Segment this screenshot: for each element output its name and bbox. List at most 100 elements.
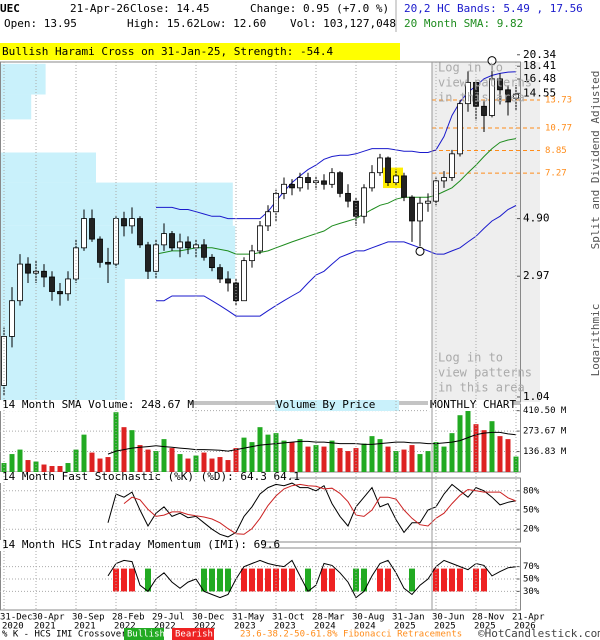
volume-bar: [369, 436, 375, 472]
candle-body: [281, 183, 287, 194]
candle-body: [241, 260, 247, 302]
candle-body: [17, 263, 23, 302]
x-tick-year: 2026: [514, 622, 536, 632]
fibonacci-label: 8.85: [545, 146, 567, 156]
candle-body: [441, 177, 447, 182]
stochastic-line: [107, 482, 517, 538]
x-tick-year: 2022: [194, 622, 216, 632]
candle-body: [401, 175, 407, 198]
low: Low: 12.60: [200, 17, 266, 30]
candle-body: [41, 270, 47, 278]
title-bg: [275, 400, 399, 411]
volume-bar: [25, 460, 31, 472]
candle-body: [289, 183, 295, 189]
momentum-signal-bar: [473, 568, 479, 592]
candle-body: [177, 241, 183, 249]
momentum-signal-bar: [305, 568, 311, 592]
candle-body: [265, 211, 271, 227]
momentum-signal-bar: [481, 568, 487, 592]
volume-bar: [137, 445, 143, 472]
volume-bar: [377, 439, 383, 472]
candle-body: [9, 300, 15, 337]
momentum-signal-bar: [217, 568, 223, 592]
y-tick-label: 20.34: [523, 48, 556, 61]
candle-body: [473, 81, 479, 107]
volume-bar: [17, 449, 23, 472]
candle-body: [161, 233, 167, 246]
x-tick-year: 2025: [394, 622, 416, 632]
candle-body: [425, 200, 431, 204]
momentum-signal-bar: [241, 568, 247, 592]
plot-layer: 13.73 10.77 8.85 7.27 1.04 2.97 4.90 14.5516.48…: [0, 48, 572, 632]
x-tick-label: 28-Feb: [112, 613, 145, 623]
volume-info: Vol: 103,127,048: [290, 17, 396, 30]
candle-body: [89, 218, 95, 240]
candle-body: [169, 233, 175, 249]
main-frame: [0, 61, 521, 403]
panel-title: 14 Month SMA Volume: 248.67 M: [2, 398, 194, 411]
candle-body: [201, 244, 207, 258]
x-tick-year: 2022: [114, 622, 136, 632]
y-tick-label: 80%: [523, 486, 540, 496]
volume-bar: [433, 442, 439, 472]
sma-line: [155, 138, 517, 255]
x-tick-label: 30-Dec: [192, 613, 225, 623]
candle-body: [329, 172, 335, 185]
candle-body: [417, 202, 423, 222]
volume-bar: [41, 464, 47, 472]
volume-bar: [89, 452, 95, 472]
stochastic-line: [123, 483, 517, 535]
title-bg: [428, 400, 512, 411]
x-tick-year: 2024: [354, 622, 376, 632]
candle-body: [305, 177, 311, 183]
candle-body: [193, 244, 199, 249]
volume-bar: [361, 443, 367, 472]
momentum-signal-bar: [449, 568, 455, 592]
volume-bar: [505, 439, 511, 472]
candle-body: [217, 267, 223, 280]
title-bg: [0, 472, 290, 483]
bearish-bg: [172, 628, 214, 640]
candle-body: [465, 81, 471, 105]
volume-bar: [129, 430, 135, 472]
momentum-signal-bar: [457, 568, 463, 592]
x-tick-label: 30-Sep: [72, 613, 105, 623]
candle-body: [337, 172, 343, 194]
title-bg: [0, 400, 190, 411]
volume-bar: [73, 449, 79, 472]
x-tick-year: 2021: [34, 622, 56, 632]
candle-body: [385, 157, 391, 183]
y-tick-label: 14.55: [523, 86, 556, 99]
sma-info: 20 Month SMA: 9.82: [404, 17, 523, 30]
candle-body: [361, 187, 367, 217]
locked-note: Log in to: [438, 351, 503, 365]
locked-note: view patterns: [438, 76, 532, 90]
locked-note: view patterns: [438, 366, 532, 380]
volume-bar: [57, 466, 63, 472]
volume-bar: [113, 412, 119, 472]
momentum-signal-bar: [121, 568, 127, 592]
volume-bar: [97, 458, 103, 472]
momentum-signal-bar: [377, 568, 383, 592]
x-tick-label: 29-Jul: [152, 613, 185, 623]
volume-bar: [249, 442, 255, 472]
x-tick-year: 2023: [234, 622, 256, 632]
x-tick-label: 28-Mar: [312, 613, 345, 623]
volume-bar: [481, 430, 487, 472]
bullish-bg: [124, 628, 164, 640]
candle-body: [105, 261, 111, 265]
x-tick-label: 28-Nov: [472, 613, 505, 623]
volume-bar: [337, 448, 343, 472]
volume-bar: [441, 446, 447, 472]
panel-title: 14 Month Fast Stochastic (%K) (%D): 64.3…: [2, 470, 300, 483]
candle-body: [233, 282, 239, 302]
lower-band: [156, 205, 517, 317]
date: 21-Apr-26: [70, 2, 130, 15]
locked-note: in this area: [438, 91, 525, 105]
fibonacci-label: 7.27: [545, 169, 567, 179]
momentum-signal-bar: [385, 568, 391, 592]
volume-bar: [161, 439, 167, 472]
y-tick-label: 4.90: [523, 212, 550, 225]
y-tick-label: 70%: [523, 562, 540, 572]
candle-body: [369, 172, 375, 189]
